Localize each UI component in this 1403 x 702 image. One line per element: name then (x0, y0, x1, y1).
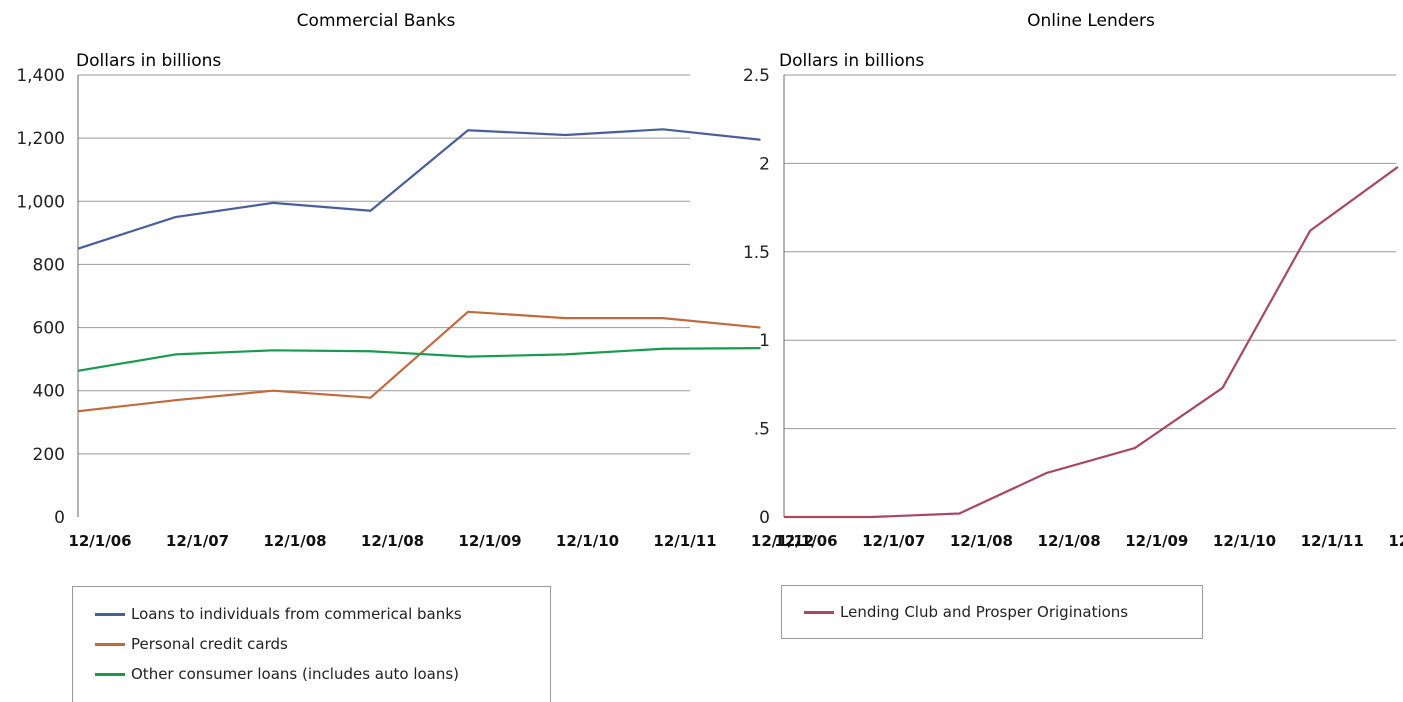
gridlines (784, 74, 1396, 430)
online-lenders-chart: Online Lenders Dollars in billions 0 .5 1 1… (743, 11, 1403, 550)
legend-swatch (95, 642, 125, 646)
legend-label: Lending Club and Prosper Originations (840, 603, 1129, 621)
online-lenders-legend: Lending Club and Prosper Originations (781, 585, 1203, 639)
x-tick-label: 12/1/09 (458, 532, 521, 550)
x-tick-label: 12/1/11 (1301, 532, 1364, 550)
x-tick-label: 12/1/12 (1388, 532, 1403, 550)
series-lines (77, 128, 761, 413)
y-unit-label: Dollars in billions (779, 51, 924, 71)
legend-item-other-consumer: Other consumer loans (includes auto loan… (95, 665, 459, 683)
legend-label: Personal credit cards (131, 635, 288, 653)
legend-item-loans: Loans to individuals from commerical ban… (95, 605, 462, 623)
y-tick-label: 800 (33, 255, 65, 275)
legend-label: Loans to individuals from commerical ban… (131, 605, 462, 623)
x-axis-ticks: 12/1/06 12/1/07 12/1/08 12/1/08 12/1/09 12/1/… (68, 532, 814, 550)
chart-title: Commercial Banks (297, 11, 456, 31)
x-tick-label: 12/1/10 (1213, 532, 1276, 550)
y-tick-label: 1,200 (16, 129, 65, 149)
x-tick-label: 12/1/07 (166, 532, 229, 550)
series-lines (784, 166, 1399, 519)
legend-swatch (804, 610, 834, 614)
x-tick-label: 12/1/06 (774, 532, 837, 550)
y-tick-label: 600 (33, 319, 65, 339)
commercial-banks-legend: Loans to individuals from commerical ban… (72, 586, 551, 702)
x-tick-label: 12/1/08 (263, 532, 326, 550)
y-axis-ticks: 0 200 400 600 800 1,000 1,200 1,400 (16, 66, 65, 528)
x-tick-label: 12/1/10 (556, 532, 619, 550)
legend-label: Other consumer loans (includes auto loan… (131, 665, 460, 683)
series-line-0 (784, 166, 1399, 519)
y-tick-label: .5 (754, 420, 770, 440)
series-line-2 (77, 346, 761, 372)
y-tick-label: 2.5 (743, 66, 770, 86)
x-tick-label: 12/1/09 (1125, 532, 1188, 550)
gridlines (78, 74, 690, 455)
y-tick-label: 0 (54, 508, 65, 528)
series-line-1 (77, 310, 761, 413)
x-tick-label: 12/1/08 (361, 532, 424, 550)
x-tick-label: 12/1/08 (950, 532, 1013, 550)
x-tick-label: 12/1/06 (68, 532, 131, 550)
y-tick-label: 1.5 (743, 243, 770, 263)
y-tick-label: 0 (759, 508, 770, 528)
x-tick-label: 12/1/08 (1038, 532, 1101, 550)
series-line-0 (77, 128, 761, 250)
y-tick-label: 1,400 (16, 66, 65, 86)
legend-swatch (95, 612, 125, 616)
x-tick-label: 12/1/11 (653, 532, 716, 550)
y-unit-label: Dollars in billions (76, 51, 221, 71)
y-tick-label: 2 (759, 154, 770, 174)
x-tick-label: 12/1/12 (751, 532, 814, 550)
legend-swatch (95, 672, 125, 676)
x-axis-ticks: 12/1/06 12/1/07 12/1/08 12/1/08 12/1/09 12/1/… (774, 532, 1403, 550)
y-axis-ticks: 0 .5 1 1.5 2 2.5 (743, 66, 770, 528)
y-tick-label: 1 (759, 331, 770, 351)
x-tick-label: 12/1/07 (862, 532, 925, 550)
commercial-banks-chart: Commercial Banks Dollars in billions 020… (16, 11, 814, 550)
legend-item-credit-cards: Personal credit cards (95, 635, 288, 653)
legend-item-lending-club: Lending Club and Prosper Originations (804, 603, 1128, 621)
y-tick-label: 1,000 (16, 192, 65, 212)
y-tick-label: 200 (33, 445, 65, 465)
y-tick-label: 400 (33, 382, 65, 402)
chart-title: Online Lenders (1027, 11, 1155, 31)
